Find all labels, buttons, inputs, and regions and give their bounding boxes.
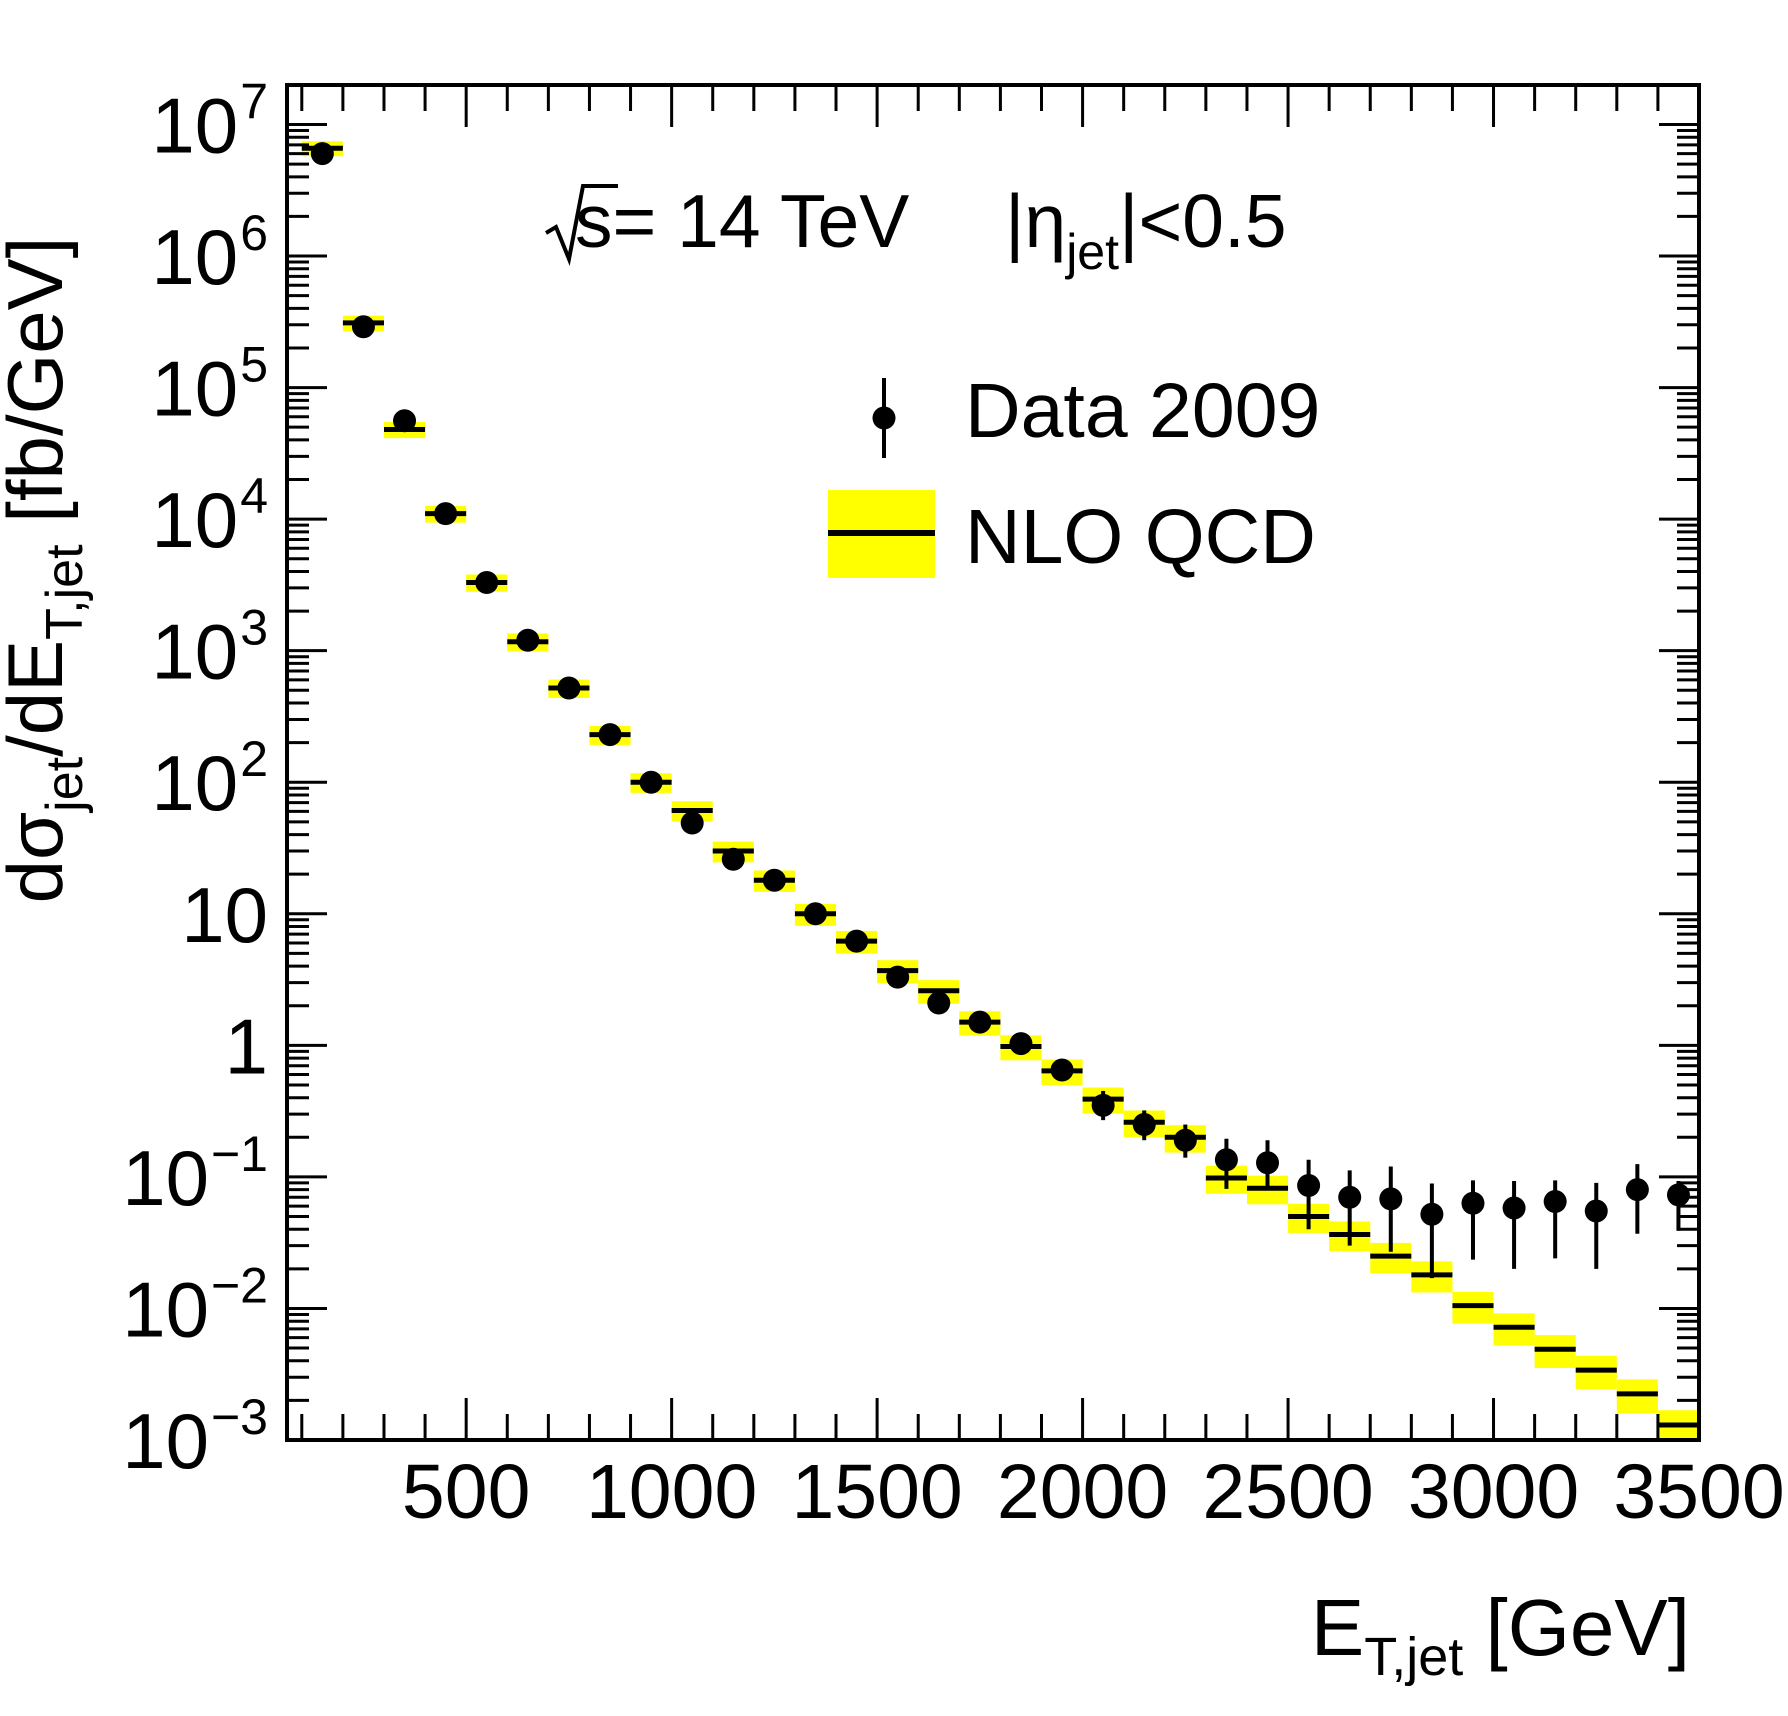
data-point: [1256, 1151, 1280, 1175]
annotation-eta-cut: |ηjet|<0.5: [1005, 179, 1287, 280]
data-point: [1338, 1185, 1362, 1209]
data-point: [598, 723, 622, 747]
data-point: [803, 902, 827, 926]
x-tick-label: 3500: [1613, 1449, 1784, 1535]
y-tick-label: 1: [225, 1002, 268, 1090]
data-point: [1173, 1128, 1197, 1152]
x-tick-label: 2000: [997, 1449, 1168, 1535]
legend: Data 2009 NLO QCD: [828, 368, 1320, 580]
data-point: [1666, 1183, 1690, 1207]
data-point: [1625, 1178, 1649, 1202]
data-point: [1132, 1113, 1156, 1137]
data-point: [557, 676, 581, 700]
data-point: [1297, 1174, 1321, 1198]
data-point: [393, 409, 417, 433]
x-tick-label: 1500: [791, 1449, 962, 1535]
data-point-series: [310, 142, 1690, 1279]
data-point: [927, 991, 951, 1015]
data-point: [1502, 1196, 1526, 1220]
y-tick-label: 107: [151, 73, 268, 169]
y-tick-label: 10: [181, 871, 268, 959]
y-tick-label: 10−2: [122, 1257, 268, 1353]
data-point: [1584, 1199, 1608, 1223]
axis-frame: [285, 83, 1701, 1442]
legend-item-theory: NLO QCD: [828, 490, 1316, 580]
legend-theory-label: NLO QCD: [965, 494, 1316, 580]
x-tick-label: 2500: [1202, 1449, 1373, 1535]
y-tick-label: 10−1: [122, 1126, 268, 1222]
data-point: [351, 315, 375, 339]
y-axis-title: dσjet/dET,jet [fb/GeV]: [0, 237, 94, 904]
x-axis-ticks: [300, 85, 1701, 1440]
data-point: [1214, 1148, 1238, 1172]
y-tick-label: 103: [151, 600, 268, 696]
y-axis-ticks: [287, 122, 1699, 1442]
data-point: [1050, 1058, 1074, 1082]
y-tick-label: 105: [151, 337, 268, 433]
data-point: [1543, 1190, 1567, 1214]
annotation-sqrt-s: s= 14 TeV: [544, 179, 909, 267]
plot-frame: [285, 83, 1701, 1442]
theory-band-series: [301, 141, 1699, 1440]
data-point: [516, 628, 540, 652]
x-tick-label: 1000: [586, 1449, 757, 1535]
y-tick-label: 104: [151, 468, 268, 564]
x-axis-tick-labels: 500 1000 1500 2000 2500 3000 3500: [402, 1449, 1785, 1535]
x-tick-label: 500: [402, 1449, 530, 1535]
annotation-sqrt-s-text: s= 14 TeV: [575, 179, 909, 263]
data-point: [1091, 1093, 1115, 1117]
radical-sign: [544, 184, 618, 267]
data-point: [639, 770, 663, 794]
data-point: [1009, 1032, 1033, 1056]
data-point: [1461, 1191, 1485, 1215]
data-point: [680, 811, 704, 835]
data-point: [475, 570, 499, 594]
x-axis-title: ET,jet [GeV]: [1311, 1583, 1690, 1687]
data-point: [434, 502, 458, 526]
data-point: [1379, 1187, 1403, 1211]
legend-data-marker: [872, 406, 896, 430]
x-tick-label: 3000: [1408, 1449, 1579, 1535]
legend-data-label: Data 2009: [965, 368, 1320, 454]
data-point: [310, 142, 334, 166]
y-tick-label: 10−3: [122, 1389, 268, 1485]
y-tick-label: 106: [151, 205, 268, 301]
legend-item-data: Data 2009: [872, 368, 1320, 458]
y-tick-label: 102: [151, 731, 268, 827]
data-point: [886, 965, 910, 989]
data-point: [845, 929, 869, 953]
data-point: [762, 868, 786, 892]
data-point: [1420, 1202, 1444, 1226]
data-point: [721, 847, 745, 871]
data-point: [968, 1010, 992, 1034]
theory-band-bin: [1616, 1379, 1658, 1414]
